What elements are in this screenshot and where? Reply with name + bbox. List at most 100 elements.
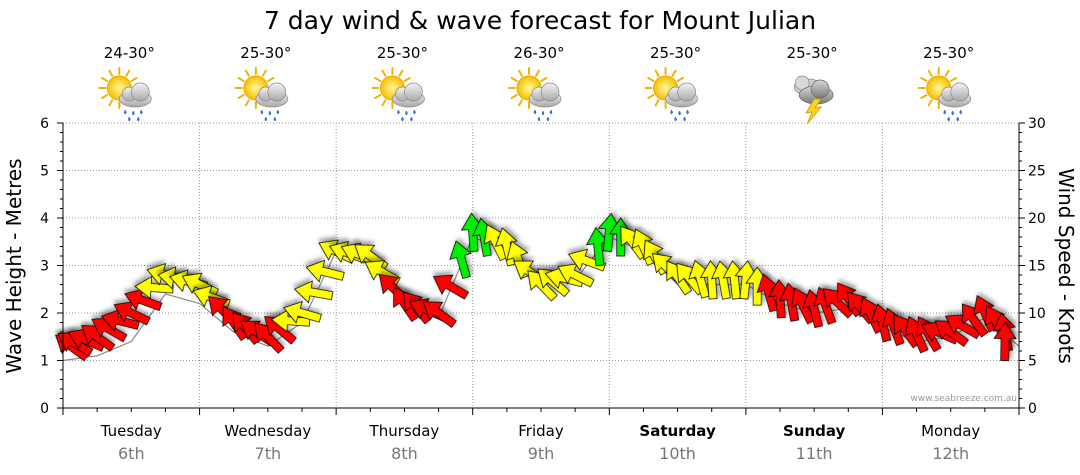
sun-ray xyxy=(510,94,518,99)
sun-ray xyxy=(237,77,245,82)
day-name-label: Monday xyxy=(921,422,980,440)
sun-ray xyxy=(540,77,548,82)
temperature-label: 26-30° xyxy=(513,44,564,62)
rain-drop xyxy=(397,109,400,115)
left-tick-label: 1 xyxy=(40,354,49,370)
wind-arrow xyxy=(961,303,989,338)
chart-title: 7 day wind & wave forecast for Mount Jul… xyxy=(264,6,816,35)
rain-drop xyxy=(405,110,408,116)
temperature-label: 25-30° xyxy=(650,44,701,62)
rain-drop xyxy=(401,116,404,122)
sun-ray xyxy=(108,99,114,107)
sun-ray xyxy=(944,69,950,77)
right-tick-label: 15 xyxy=(1028,259,1046,275)
rain-drop xyxy=(137,116,140,122)
wind-arrow xyxy=(254,322,285,354)
sun-cloud-rain-icon xyxy=(234,67,289,122)
rain-drop xyxy=(674,116,677,122)
right-tick-label: 0 xyxy=(1028,401,1037,417)
cloud-shape xyxy=(938,82,972,108)
sun-ray xyxy=(403,77,411,82)
sun-ray xyxy=(261,69,267,77)
sun-cloud-rain-icon xyxy=(508,67,562,122)
sun-ray xyxy=(381,99,387,107)
sun-ray xyxy=(927,69,933,77)
cloud-puff xyxy=(130,82,150,102)
right-axis: 0 5 10 15 20 25 30 xyxy=(1019,116,1046,417)
left-axis: 0 1 2 3 4 5 6 xyxy=(40,116,63,417)
sun-ray xyxy=(100,77,109,82)
left-tick-label: 3 xyxy=(40,259,49,275)
sun-ray xyxy=(654,69,660,77)
wind-arrow xyxy=(934,320,969,347)
wind-arrow xyxy=(91,317,128,343)
temperature-label: 25-30° xyxy=(787,44,838,62)
left-tick-label: 5 xyxy=(40,164,49,180)
wind-arrow xyxy=(460,212,485,252)
sun-ray xyxy=(676,77,684,82)
cloud-puff xyxy=(677,82,696,102)
day-name-label: Sunday xyxy=(783,422,846,440)
sun-cloud-rain-icon xyxy=(371,67,425,122)
cloud-puff xyxy=(810,79,830,99)
sun-ray xyxy=(374,94,382,99)
sun-ray xyxy=(398,69,404,77)
rain-drop xyxy=(683,116,686,122)
temperature-label: 25-30° xyxy=(923,44,974,62)
day-date-label: 12th xyxy=(932,444,969,463)
right-tick-label: 5 xyxy=(1028,354,1037,370)
rain-drop xyxy=(124,109,127,115)
cloud-shape xyxy=(665,82,698,108)
rain-drop xyxy=(128,116,131,122)
day-date-label: 11th xyxy=(796,444,833,463)
rain-drop xyxy=(537,116,541,122)
wind-arrow xyxy=(124,288,163,312)
sun-ray xyxy=(108,69,114,77)
left-tick-label: 6 xyxy=(40,116,49,132)
wind-arrow xyxy=(449,240,472,280)
rain-drop xyxy=(276,109,280,115)
cloud-puff xyxy=(950,82,970,102)
rain-drop xyxy=(947,116,950,122)
rain-drop xyxy=(541,110,545,116)
left-axis-title: Wave Height - Metres xyxy=(2,158,26,373)
sun-ray xyxy=(647,94,655,99)
day-date-label: 6th xyxy=(118,444,145,463)
wind-arrow xyxy=(585,226,610,267)
sun-ray xyxy=(949,77,958,82)
wind-arrow xyxy=(422,301,457,328)
cloud-puff xyxy=(404,82,423,102)
temperature-label: 25-30° xyxy=(377,44,428,62)
sun-ray xyxy=(266,77,275,82)
day-date-label: 8th xyxy=(391,444,418,463)
sun-ray xyxy=(518,99,523,107)
wind-arrow xyxy=(734,260,758,300)
rain-drop xyxy=(951,110,954,116)
daily-weather-row: 24-30° 25-30° 25-30° 26-30° 25-30° 25-30° 25-3… xyxy=(98,44,974,125)
wind-arrow xyxy=(305,259,345,283)
sun-ray xyxy=(647,77,655,82)
rain-drop xyxy=(549,109,553,115)
sun-cloud-rain-icon xyxy=(917,67,972,122)
day-name-label: Wednesday xyxy=(224,422,311,440)
left-tick-label: 4 xyxy=(40,211,49,227)
day-date-label: 9th xyxy=(528,444,555,463)
wind-arrow xyxy=(557,263,595,288)
rain-drop xyxy=(413,109,416,115)
right-tick-label: 25 xyxy=(1028,164,1046,180)
wind-arrow xyxy=(293,280,334,304)
sun-ray xyxy=(654,99,660,107)
cloud-puff xyxy=(267,82,287,102)
rain-drop xyxy=(268,110,272,116)
day-date-label: 10th xyxy=(659,444,696,463)
temperature-label: 24-30° xyxy=(104,44,155,62)
rain-drop xyxy=(273,116,277,122)
sun-cloud-rain-icon xyxy=(98,67,152,122)
rain-drop xyxy=(670,109,673,115)
lightning-bolt xyxy=(805,98,823,125)
right-tick-label: 20 xyxy=(1028,211,1046,227)
temperature-label: 25-30° xyxy=(240,44,291,62)
left-tick-label: 2 xyxy=(40,306,49,322)
wind-arrow xyxy=(432,274,470,300)
rain-drop xyxy=(943,109,946,115)
